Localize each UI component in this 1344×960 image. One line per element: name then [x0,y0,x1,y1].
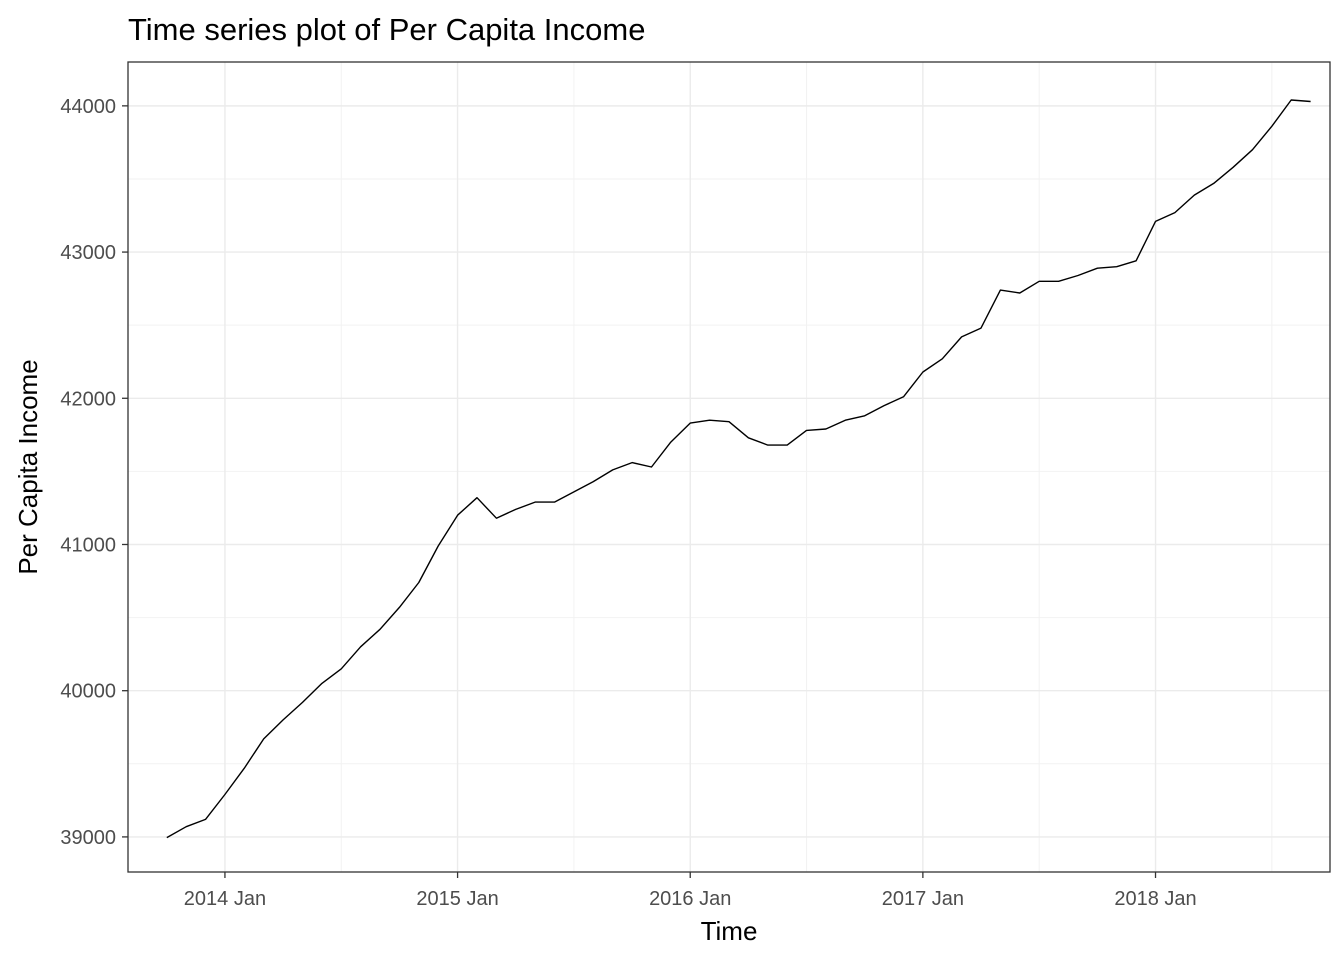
series-line [166,99,1311,839]
minor-gridlines [128,62,1330,872]
y-tick-label: 39000 [60,827,116,849]
x-tick-label: 2015 Jan [416,888,498,910]
x-axis: 2014 Jan 2015 Jan 2016 Jan 2017 Jan 2018 Jan [184,872,1197,910]
y-tick-label: 44000 [60,96,116,118]
y-tick-label: 41000 [60,534,116,556]
y-tick-label: 42000 [60,388,116,410]
y-tick-label: 43000 [60,242,116,264]
x-tick-label: 2016 Jan [649,888,731,910]
major-gridlines [128,62,1330,872]
y-tick-label: 40000 [60,681,116,703]
y-axis: 39000 40000 41000 42000 43000 44000 [60,96,128,849]
x-tick-label: 2017 Jan [882,888,964,910]
x-tick-label: 2018 Jan [1114,888,1196,910]
chart-title: Time series plot of Per Capita Income [128,12,645,47]
x-tick-label: 2014 Jan [184,888,266,910]
plot-panel-border [127,61,1331,873]
y-axis-title: Per Capita Income [13,359,43,574]
series-layer [166,99,1311,839]
x-axis-title: Time [701,916,758,946]
